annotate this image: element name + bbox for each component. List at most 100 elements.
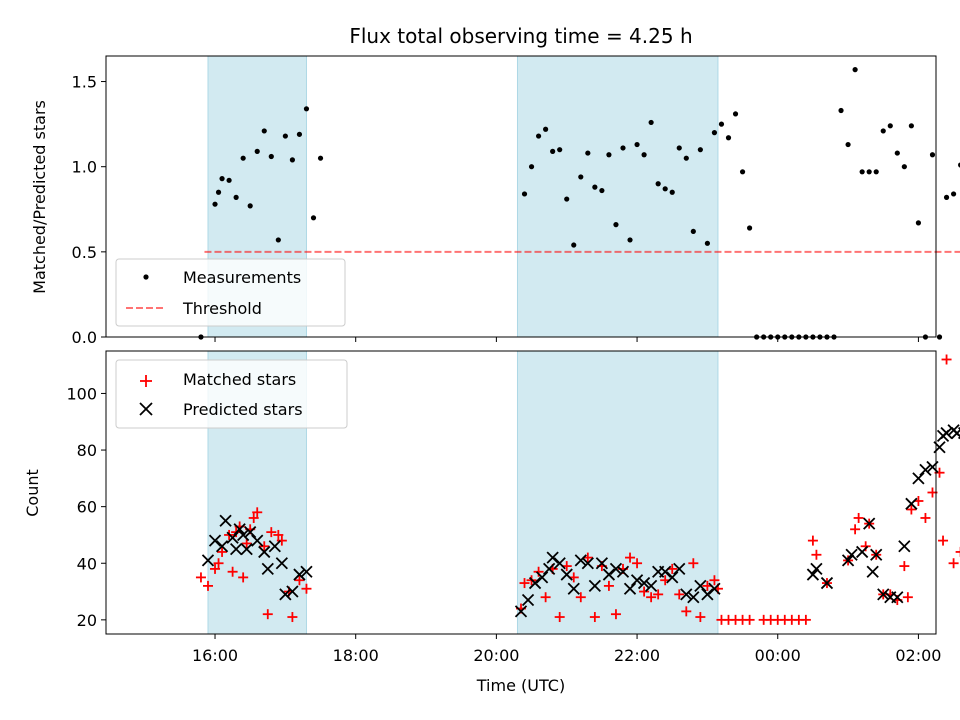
matched-star-point bbox=[850, 524, 861, 535]
predicted-star-point bbox=[574, 554, 587, 567]
predicted-star-point bbox=[877, 588, 890, 601]
predicted-star-point bbox=[898, 540, 911, 553]
x-axis-label: Time (UTC) bbox=[476, 676, 565, 695]
matched-star-point bbox=[709, 575, 720, 586]
measurement-point bbox=[535, 133, 542, 139]
predicted-star-point bbox=[866, 565, 879, 578]
measurement-point bbox=[275, 237, 281, 243]
measurement-point bbox=[859, 169, 865, 175]
matched-star-point bbox=[519, 578, 530, 589]
legend-matched-marker bbox=[140, 375, 152, 387]
x-stroke-2 bbox=[268, 540, 281, 553]
predicted-star-point bbox=[841, 554, 855, 567]
predicted-star-point bbox=[905, 497, 918, 510]
x-stroke-2 bbox=[666, 571, 679, 584]
predicted-star-point bbox=[644, 579, 658, 593]
matched-star-point bbox=[202, 580, 213, 591]
matched-star-point bbox=[948, 558, 959, 569]
x-stroke-2 bbox=[229, 542, 243, 556]
top-legend: Measurements Threshold bbox=[115, 258, 346, 327]
top-y-ticks: 0.0 0.5 1.0 1.5 bbox=[72, 73, 106, 347]
top-y-tick-label: 1.0 bbox=[72, 158, 97, 177]
x-stroke-2 bbox=[616, 565, 630, 578]
predicted-star-point bbox=[293, 568, 306, 581]
matched-star-point bbox=[540, 592, 551, 603]
predicted-star-point bbox=[806, 568, 820, 581]
top-shaded-intervals bbox=[207, 55, 719, 338]
x-stroke-2 bbox=[687, 591, 700, 604]
matched-star-point bbox=[811, 549, 822, 560]
matched-star-point bbox=[266, 527, 277, 538]
x-tick-label: 02:00 bbox=[895, 646, 941, 665]
measurement-point bbox=[648, 119, 654, 126]
measurement-point bbox=[550, 148, 556, 154]
measurement-point bbox=[908, 123, 914, 129]
measurement-point bbox=[845, 141, 851, 148]
x-stroke-2 bbox=[237, 528, 250, 542]
top-y-tick-label: 0.0 bbox=[72, 328, 97, 347]
predicted-star-point bbox=[567, 582, 580, 595]
matched-star-point bbox=[899, 561, 910, 572]
matched-star-point bbox=[646, 592, 657, 603]
matched-star-point bbox=[210, 563, 221, 574]
predicted-star-point bbox=[546, 551, 559, 564]
predicted-star-point bbox=[233, 523, 246, 536]
measurement-point bbox=[690, 228, 696, 235]
matched-star-point bbox=[241, 538, 252, 549]
matched-star-point bbox=[695, 612, 706, 623]
measurement-point bbox=[739, 169, 746, 175]
legend-measurements-marker bbox=[143, 274, 149, 280]
x-stroke-2 bbox=[673, 562, 686, 576]
x-stroke-2 bbox=[841, 554, 855, 567]
matched-star-point bbox=[195, 572, 206, 583]
matched-star-point bbox=[276, 535, 287, 546]
predicted-star-point bbox=[820, 576, 834, 590]
measurement-point bbox=[676, 145, 682, 151]
x-stroke-2 bbox=[810, 562, 823, 576]
measurement-point bbox=[880, 128, 886, 134]
bottom-y-ticks: 20 40 60 80 100 bbox=[66, 384, 106, 630]
measurement-point bbox=[585, 150, 591, 156]
predicted-star-point bbox=[863, 517, 876, 530]
x-stroke-2 bbox=[863, 517, 876, 530]
measurement-point bbox=[936, 334, 943, 340]
top-y-axis-label: Matched/Predicted stars bbox=[30, 100, 49, 294]
matched-star-point bbox=[639, 586, 650, 597]
x-stroke-2 bbox=[208, 534, 222, 547]
matched-star-point bbox=[575, 592, 586, 603]
x-stroke-2 bbox=[950, 428, 960, 440]
shaded-interval bbox=[516, 350, 719, 635]
matched-star-point bbox=[853, 512, 864, 523]
bottom-y-tick-label: 40 bbox=[77, 554, 97, 573]
matched-star-point bbox=[920, 512, 931, 523]
predicted-star-point bbox=[602, 568, 616, 581]
measurement-point bbox=[718, 121, 725, 127]
predicted-star-point bbox=[708, 582, 721, 595]
measurement-point bbox=[282, 133, 288, 139]
measurement-point bbox=[655, 181, 661, 187]
predicted-star-point bbox=[521, 593, 535, 607]
matched-star-point bbox=[674, 589, 685, 600]
predicted-star-point bbox=[870, 548, 883, 561]
measurement-point bbox=[571, 242, 577, 248]
matched-star-point bbox=[213, 558, 224, 569]
x-tick-label: 18:00 bbox=[333, 646, 379, 665]
x-stroke-2 bbox=[261, 562, 274, 576]
measurement-point bbox=[915, 220, 922, 226]
predicted-star-point bbox=[595, 557, 609, 570]
measurement-point bbox=[268, 153, 274, 160]
measurement-point bbox=[711, 130, 718, 136]
x-stroke-2 bbox=[898, 540, 911, 553]
top-y-tick-label: 1.5 bbox=[72, 73, 97, 92]
matched-star-point bbox=[301, 583, 312, 594]
x-stroke-2 bbox=[226, 531, 239, 544]
matched-star-point bbox=[603, 580, 614, 591]
measurement-point bbox=[564, 196, 570, 202]
measurement-point bbox=[697, 147, 703, 153]
measurement-point bbox=[219, 176, 225, 182]
matched-star-point bbox=[938, 535, 949, 546]
x-stroke-2 bbox=[680, 588, 693, 601]
measurement-point bbox=[929, 152, 936, 158]
measurement-point bbox=[873, 169, 879, 175]
x-stroke-2 bbox=[877, 588, 890, 601]
